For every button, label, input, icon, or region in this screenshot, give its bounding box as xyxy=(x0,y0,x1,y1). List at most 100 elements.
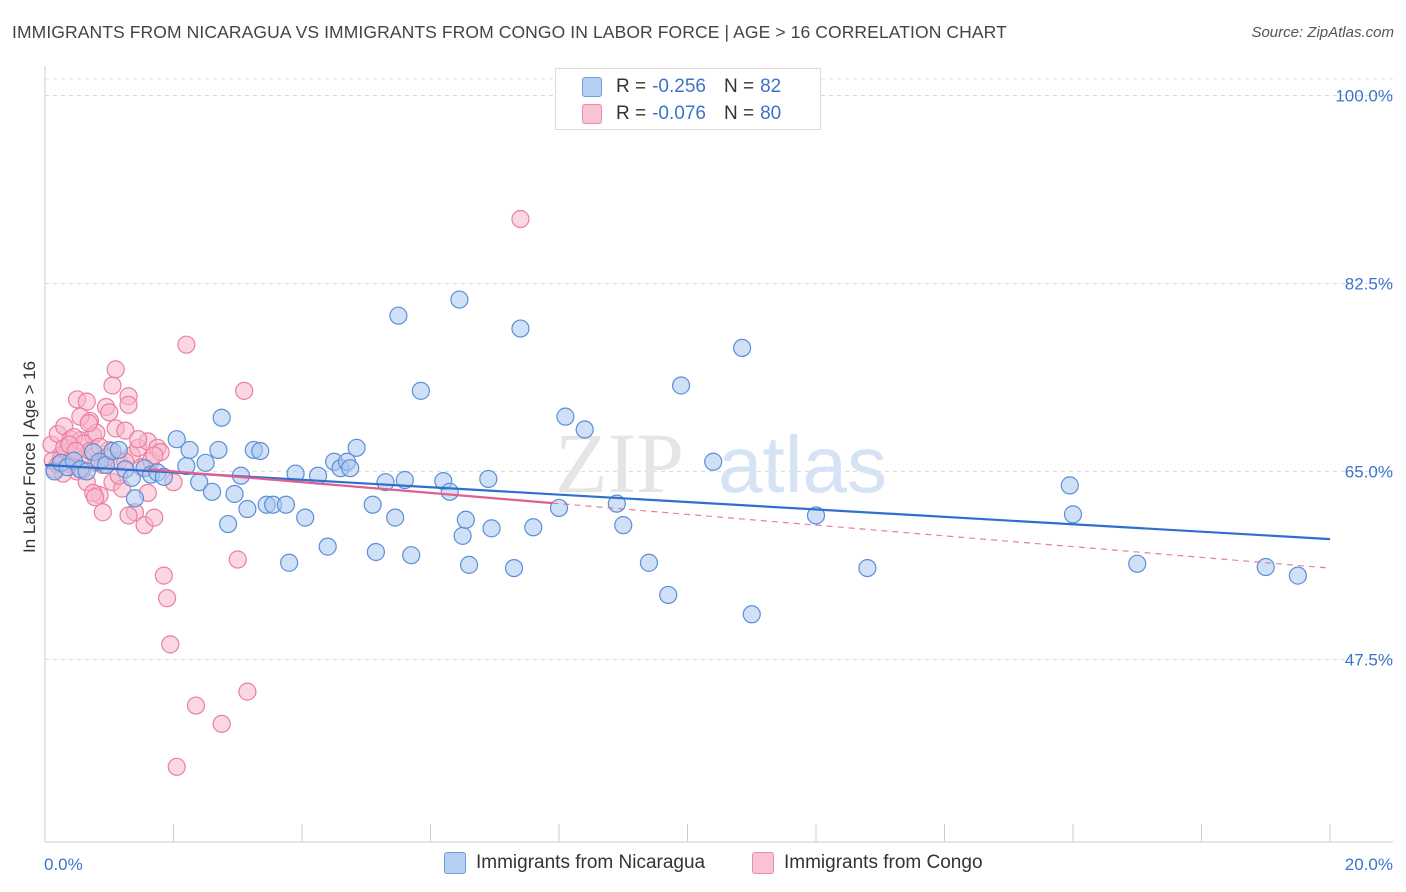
nicaragua-point xyxy=(639,553,659,572)
axes xyxy=(44,66,1393,843)
legend-r-label: R = xyxy=(616,76,647,97)
legend-r-value: -0.256 xyxy=(652,76,706,97)
nicaragua-point xyxy=(733,338,752,358)
trend-lines xyxy=(44,463,1331,569)
legend-n-value: 82 xyxy=(760,76,782,97)
congo-point xyxy=(186,696,206,715)
nicaragua-point xyxy=(196,453,215,472)
nicaragua-point xyxy=(479,469,498,489)
y-tick-label: 82.5% xyxy=(1345,274,1393,293)
legend-swatch-nicaragua xyxy=(582,77,602,97)
nicaragua-trend-line xyxy=(44,463,1331,541)
nicaragua-point xyxy=(1063,505,1083,524)
congo-point xyxy=(157,589,177,608)
nicaragua-point xyxy=(296,508,315,527)
nicaragua-point xyxy=(402,546,421,565)
nicaragua-point xyxy=(504,558,524,578)
congo-point xyxy=(119,506,138,525)
nicaragua-point xyxy=(806,506,826,525)
nicaragua-point xyxy=(556,407,575,426)
nicaragua-point xyxy=(1128,554,1147,573)
bottom-legend-label: Immigrants from Congo xyxy=(784,852,983,873)
legend-row-congo: R = -0.076 N = 80 xyxy=(582,102,781,126)
nicaragua-point xyxy=(614,516,633,535)
gridlines xyxy=(45,78,1393,660)
x-tick-label: 0.0% xyxy=(44,855,83,874)
nicaragua-point xyxy=(167,430,186,449)
nicaragua-point xyxy=(280,553,299,572)
nicaragua-point xyxy=(1256,557,1275,577)
nicaragua-point xyxy=(453,526,472,545)
stats-legend: R = -0.256 N = 82 R = -0.076 N = 80 xyxy=(555,68,821,130)
nicaragua-point xyxy=(742,605,761,624)
watermark-atlas: atlas xyxy=(718,420,887,509)
nicaragua-point xyxy=(225,484,244,504)
bottom-legend-label: Immigrants from Nicaragua xyxy=(476,852,706,873)
nicaragua-point xyxy=(575,420,594,439)
nicaragua-point xyxy=(1288,566,1307,585)
legend-r-value: -0.076 xyxy=(652,103,706,124)
nicaragua-point xyxy=(395,470,414,490)
congo-point xyxy=(106,360,125,379)
nicaragua-point xyxy=(450,290,469,309)
nicaragua-point xyxy=(202,482,222,501)
congo-point xyxy=(77,392,96,411)
congo-point xyxy=(79,413,98,433)
y-tick-label: 47.5% xyxy=(1345,650,1393,669)
nicaragua-point xyxy=(482,519,501,538)
chart-title: IMMIGRANTS FROM NICARAGUA VS IMMIGRANTS … xyxy=(12,22,1007,42)
nicaragua-point xyxy=(549,498,569,518)
congo-point xyxy=(119,395,138,414)
nicaragua-point xyxy=(363,495,382,514)
nicaragua-point xyxy=(180,440,199,460)
nicaragua-point xyxy=(376,473,395,492)
congo-point xyxy=(86,488,105,507)
congo-point xyxy=(154,566,173,585)
nicaragua-point xyxy=(238,499,257,519)
congo-point xyxy=(228,550,247,569)
congo-point xyxy=(167,757,186,776)
nicaragua-point xyxy=(704,452,723,471)
nicaragua-point xyxy=(366,542,385,562)
legend-n-label: N = xyxy=(723,103,755,124)
nicaragua-point xyxy=(125,489,145,508)
legend-n-value: 80 xyxy=(760,103,782,124)
y-tick-label: 100.0% xyxy=(1335,86,1393,105)
nicaragua-point xyxy=(440,482,459,501)
nicaragua-point xyxy=(524,518,543,537)
congo-point xyxy=(177,335,196,354)
congo-trend-line-dashed xyxy=(552,502,1331,569)
legend-row-nicaragua: R = -0.256 N = 82 xyxy=(582,75,781,99)
congo-point xyxy=(145,446,164,465)
nicaragua-point xyxy=(459,555,479,574)
bottom-swatch-congo xyxy=(752,852,774,874)
nicaragua-point xyxy=(411,381,430,400)
congo-point xyxy=(129,430,148,449)
legend-n-label: N = xyxy=(723,76,755,97)
nicaragua-point xyxy=(209,440,228,460)
congo-point xyxy=(238,682,257,701)
source-label: Source: ZipAtlas.com xyxy=(1251,24,1394,41)
congo-point xyxy=(161,635,180,654)
congo-point xyxy=(100,403,119,422)
y-tick-label: 65.0% xyxy=(1345,462,1393,481)
x-tick-label: 20.0% xyxy=(1345,855,1393,874)
nicaragua-point xyxy=(389,306,408,325)
congo-point xyxy=(235,381,254,400)
congo-point xyxy=(212,714,231,733)
nicaragua-point xyxy=(212,408,231,427)
legend-r-label: R = xyxy=(616,103,647,124)
nicaragua-point xyxy=(341,459,360,478)
nicaragua-point xyxy=(276,495,296,514)
congo-point xyxy=(93,503,112,522)
y-axis-title: In Labor Force | Age > 16 xyxy=(20,361,39,553)
nicaragua-point xyxy=(671,376,691,395)
nicaragua-point xyxy=(659,585,678,605)
nicaragua-point xyxy=(347,438,366,457)
nicaragua-point xyxy=(386,508,405,527)
legend-swatch-congo xyxy=(582,104,602,124)
congo-point xyxy=(511,209,530,229)
nicaragua-point xyxy=(456,510,475,529)
bottom-legend-nicaragua: Immigrants from Nicaragua xyxy=(444,852,705,874)
